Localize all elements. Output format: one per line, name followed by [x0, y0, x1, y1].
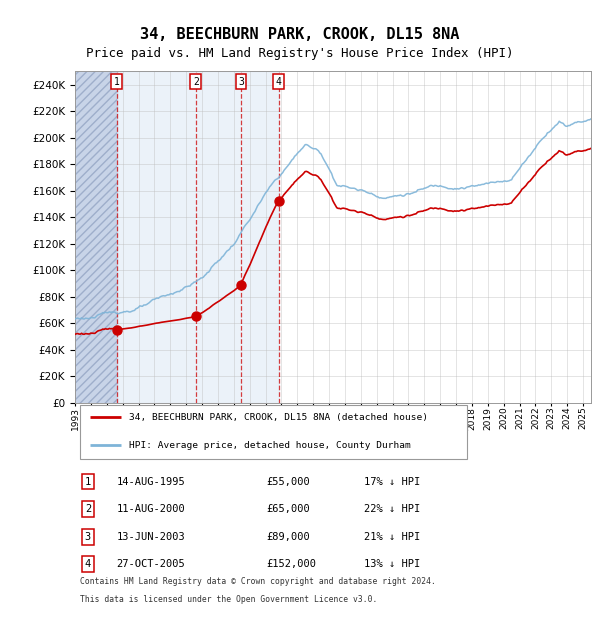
- Text: 2: 2: [193, 77, 199, 87]
- Text: This data is licensed under the Open Government Licence v3.0.: This data is licensed under the Open Gov…: [80, 595, 377, 604]
- Text: Contains HM Land Registry data © Crown copyright and database right 2024.: Contains HM Land Registry data © Crown c…: [80, 577, 436, 587]
- Text: £152,000: £152,000: [266, 559, 316, 569]
- Text: 11-AUG-2000: 11-AUG-2000: [116, 504, 185, 514]
- Text: 3: 3: [85, 532, 91, 542]
- Text: 2: 2: [85, 504, 91, 514]
- Text: 13-JUN-2003: 13-JUN-2003: [116, 532, 185, 542]
- Text: HPI: Average price, detached house, County Durham: HPI: Average price, detached house, Coun…: [129, 441, 411, 450]
- Bar: [75, 71, 116, 402]
- Text: 17% ↓ HPI: 17% ↓ HPI: [364, 477, 420, 487]
- Text: £89,000: £89,000: [266, 532, 310, 542]
- Text: 22% ↓ HPI: 22% ↓ HPI: [364, 504, 420, 514]
- Text: 21% ↓ HPI: 21% ↓ HPI: [364, 532, 420, 542]
- Text: 27-OCT-2005: 27-OCT-2005: [116, 559, 185, 569]
- Text: 4: 4: [275, 77, 281, 87]
- Text: 14-AUG-1995: 14-AUG-1995: [116, 477, 185, 487]
- Text: £65,000: £65,000: [266, 504, 310, 514]
- FancyBboxPatch shape: [80, 405, 467, 459]
- Text: 34, BEECHBURN PARK, CROOK, DL15 8NA: 34, BEECHBURN PARK, CROOK, DL15 8NA: [140, 27, 460, 42]
- Bar: [75, 71, 116, 402]
- Text: 34, BEECHBURN PARK, CROOK, DL15 8NA (detached house): 34, BEECHBURN PARK, CROOK, DL15 8NA (det…: [129, 413, 428, 422]
- Text: 1: 1: [85, 477, 91, 487]
- Text: 4: 4: [85, 559, 91, 569]
- Text: £55,000: £55,000: [266, 477, 310, 487]
- Text: 13% ↓ HPI: 13% ↓ HPI: [364, 559, 420, 569]
- Bar: [75, 71, 278, 402]
- Text: 3: 3: [238, 77, 244, 87]
- Text: 1: 1: [113, 77, 119, 87]
- Text: Price paid vs. HM Land Registry's House Price Index (HPI): Price paid vs. HM Land Registry's House …: [86, 47, 514, 60]
